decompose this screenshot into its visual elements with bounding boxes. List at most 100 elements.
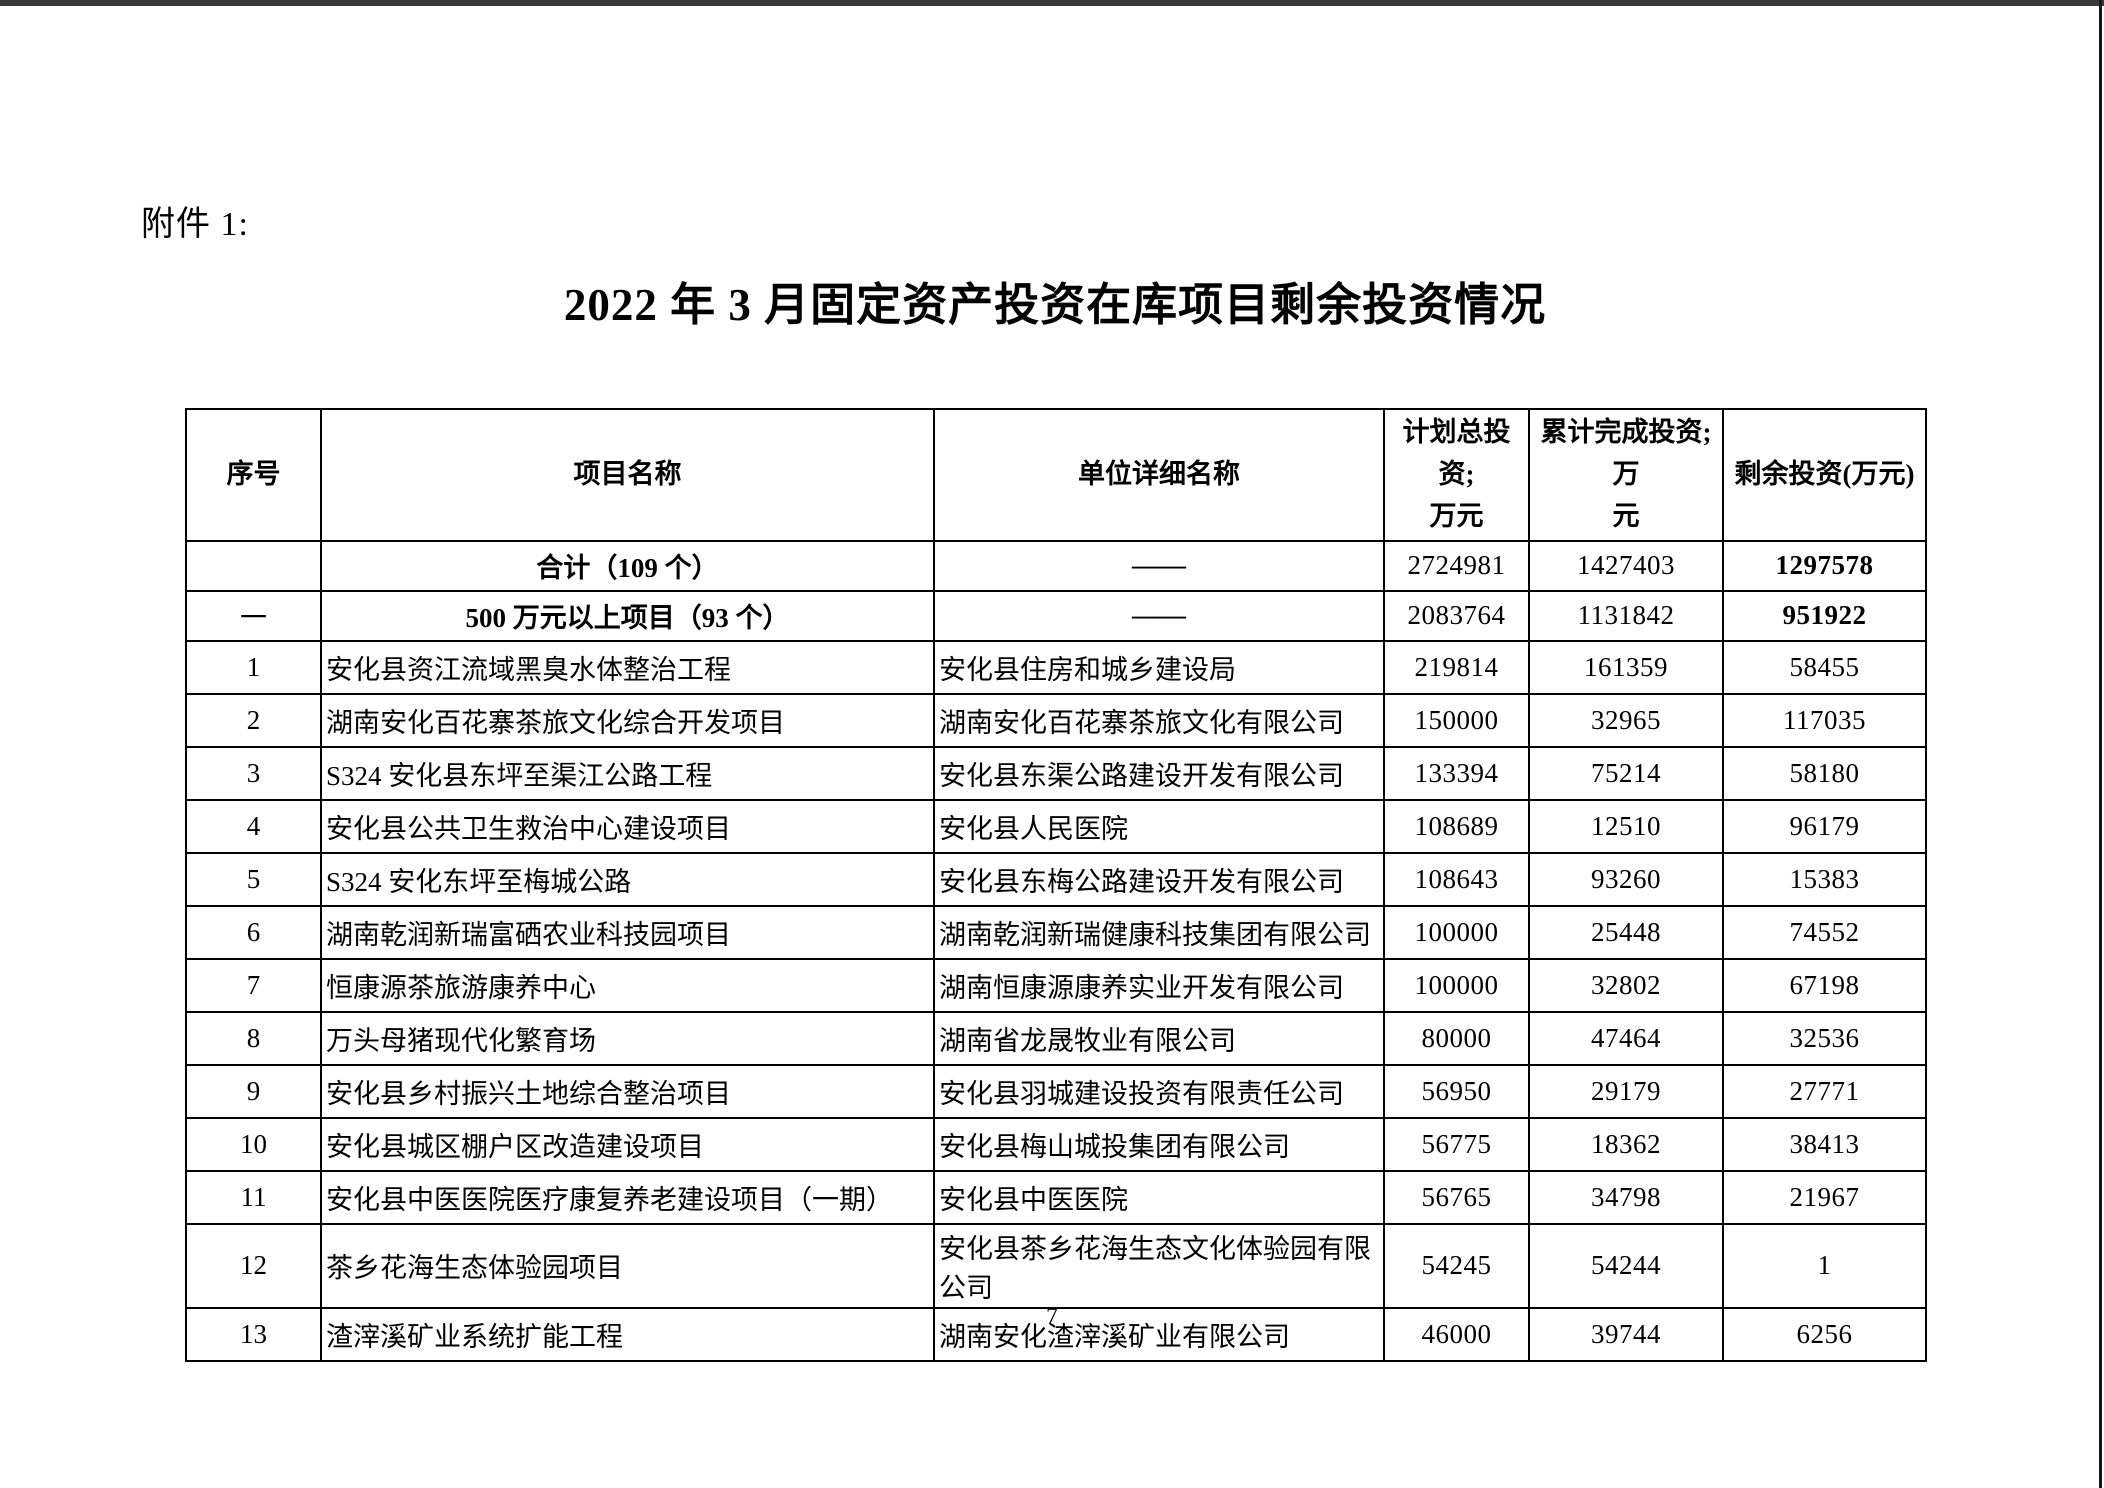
column-header-4: 累计完成投资;万 元: [1528, 408, 1724, 542]
cell-seq: 7: [185, 957, 322, 1013]
cell-name: 安化县资江流域黑臭水体整治工程: [320, 639, 935, 695]
cell-remaining: 117035: [1722, 692, 1927, 748]
cell-remaining: 27771: [1722, 1063, 1927, 1119]
attachment-label: 附件 1:: [141, 206, 249, 243]
cell-name: 安化县中医医院医疗康复养老建设项目（一期）: [320, 1169, 935, 1225]
cell-completed: 12510: [1528, 798, 1724, 854]
cell-planned: 56765: [1383, 1169, 1530, 1225]
cell-unit: 安化县梅山城投集团有限公司: [933, 1116, 1385, 1172]
table-body: 合计（109 个） —— 2724981 1427403 1297578 一 500 万元以…: [185, 539, 1927, 1362]
cell-remaining: 96179: [1722, 798, 1927, 854]
cell-seq: 1: [185, 639, 322, 695]
column-header-3: 计划总投资; 万元: [1383, 408, 1530, 542]
cell-planned: 56775: [1383, 1116, 1530, 1172]
cell-planned: 100000: [1383, 957, 1530, 1013]
cell-planned: 108689: [1383, 798, 1530, 854]
cell-name: 安化县乡村振兴土地综合整治项目: [320, 1063, 935, 1119]
cell-remaining: 21967: [1722, 1169, 1927, 1225]
table-row: 13 渣滓溪矿业系统扩能工程 湖南安化渣滓溪矿业有限公司 46000 39744 6256: [185, 1306, 1927, 1362]
cell-remaining: 67198: [1722, 957, 1927, 1013]
table-row: 1 安化县资江流域黑臭水体整治工程 安化县住房和城乡建设局 219814 161359 5…: [185, 639, 1927, 695]
cell-planned: 219814: [1383, 639, 1530, 695]
cell-name: 合计（109 个）: [320, 539, 935, 592]
column-header-0: 序号: [185, 408, 322, 542]
cell-remaining: 32536: [1722, 1010, 1927, 1066]
cell-unit: ——: [933, 539, 1385, 592]
page-title: 2022 年 3 月固定资产投资在库项目剩余投资情况: [563, 280, 1547, 330]
cell-planned: 133394: [1383, 745, 1530, 801]
cell-seq: 6: [185, 904, 322, 960]
cell-unit: 安化县人民医院: [933, 798, 1385, 854]
cell-remaining: 1: [1722, 1222, 1927, 1309]
cell-planned: 46000: [1383, 1306, 1530, 1362]
cell-seq: 8: [185, 1010, 322, 1066]
cell-name: 安化县城区棚户区改造建设项目: [320, 1116, 935, 1172]
cell-seq: 4: [185, 798, 322, 854]
cell-planned: 54245: [1383, 1222, 1530, 1309]
cell-name: 万头母猪现代化繁育场: [320, 1010, 935, 1066]
cell-completed: 93260: [1528, 851, 1724, 907]
cell-seq: 3: [185, 745, 322, 801]
cell-unit: 安化县羽城建设投资有限责任公司: [933, 1063, 1385, 1119]
cell-seq: 12: [185, 1222, 322, 1309]
cell-seq: 一: [185, 589, 322, 642]
cell-unit: 湖南省龙晟牧业有限公司: [933, 1010, 1385, 1066]
cell-planned: 100000: [1383, 904, 1530, 960]
cell-completed: 39744: [1528, 1306, 1724, 1362]
cell-seq: 5: [185, 851, 322, 907]
cell-completed: 47464: [1528, 1010, 1724, 1066]
cell-planned: 2724981: [1383, 539, 1530, 592]
cell-unit: ——: [933, 589, 1385, 642]
cell-name: 500 万元以上项目（93 个）: [320, 589, 935, 642]
cell-seq: 11: [185, 1169, 322, 1225]
column-header-1: 项目名称: [320, 408, 935, 542]
scan-top-edge: [0, 0, 2104, 6]
table-row: 10 安化县城区棚户区改造建设项目 安化县梅山城投集团有限公司 56775 18362 3…: [185, 1116, 1927, 1172]
table-row: 8 万头母猪现代化繁育场 湖南省龙晟牧业有限公司 80000 47464 32536: [185, 1010, 1927, 1066]
investment-table: 序号 项目名称 单位详细名称 计划总投资; 万元 累计完成投资;万 元剩余投资(万元) …: [185, 408, 1927, 1362]
cell-remaining: 1297578: [1722, 539, 1927, 592]
cell-unit: 安化县茶乡花海生态文化体验园有限公司: [933, 1222, 1385, 1309]
cell-planned: 56950: [1383, 1063, 1530, 1119]
cell-remaining: 58180: [1722, 745, 1927, 801]
table-row: 5 S324 安化东坪至梅城公路 安化县东梅公路建设开发有限公司 108643 9326…: [185, 851, 1927, 907]
page-number: 7: [1046, 1304, 1058, 1330]
cell-completed: 25448: [1528, 904, 1724, 960]
cell-name: 恒康源茶旅游康养中心: [320, 957, 935, 1013]
investment-table-wrapper: 序号 项目名称 单位详细名称 计划总投资; 万元 累计完成投资;万 元剩余投资(万元) …: [185, 408, 1927, 1362]
cell-unit: 湖南安化百花寨茶旅文化有限公司: [933, 692, 1385, 748]
cell-unit: 湖南安化渣滓溪矿业有限公司: [933, 1306, 1385, 1362]
cell-remaining: 58455: [1722, 639, 1927, 695]
cell-unit: 安化县住房和城乡建设局: [933, 639, 1385, 695]
cell-unit: 安化县中医医院: [933, 1169, 1385, 1225]
cell-name: 茶乡花海生态体验园项目: [320, 1222, 935, 1309]
cell-completed: 54244: [1528, 1222, 1724, 1309]
cell-name: 渣滓溪矿业系统扩能工程: [320, 1306, 935, 1362]
table-row: 6 湖南乾润新瑞富硒农业科技园项目 湖南乾润新瑞健康科技集团有限公司 100000 25…: [185, 904, 1927, 960]
cell-unit: 安化县东梅公路建设开发有限公司: [933, 851, 1385, 907]
cell-remaining: 6256: [1722, 1306, 1927, 1362]
table-row: 4 安化县公共卫生救治中心建设项目 安化县人民医院 108689 12510 96179: [185, 798, 1927, 854]
cell-seq: [185, 539, 322, 592]
cell-unit: 湖南恒康源康养实业开发有限公司: [933, 957, 1385, 1013]
cell-unit: 湖南乾润新瑞健康科技集团有限公司: [933, 904, 1385, 960]
cell-name: 湖南安化百花寨茶旅文化综合开发项目: [320, 692, 935, 748]
table-row: 9 安化县乡村振兴土地综合整治项目 安化县羽城建设投资有限责任公司 56950 2917…: [185, 1063, 1927, 1119]
cell-completed: 32965: [1528, 692, 1724, 748]
cell-planned: 108643: [1383, 851, 1530, 907]
scan-right-edge: [2099, 0, 2102, 1488]
cell-name: 安化县公共卫生救治中心建设项目: [320, 798, 935, 854]
table-row: 7 恒康源茶旅游康养中心 湖南恒康源康养实业开发有限公司 100000 32802 671…: [185, 957, 1927, 1013]
cell-completed: 1131842: [1528, 589, 1724, 642]
cell-completed: 29179: [1528, 1063, 1724, 1119]
cell-remaining: 74552: [1722, 904, 1927, 960]
cell-seq: 13: [185, 1306, 322, 1362]
cell-completed: 75214: [1528, 745, 1724, 801]
table-row: 2 湖南安化百花寨茶旅文化综合开发项目 湖南安化百花寨茶旅文化有限公司 150000 3…: [185, 692, 1927, 748]
table-row: 12 茶乡花海生态体验园项目 安化县茶乡花海生态文化体验园有限公司 54245 5424…: [185, 1222, 1927, 1309]
cell-planned: 2083764: [1383, 589, 1530, 642]
cell-planned: 80000: [1383, 1010, 1530, 1066]
cell-completed: 161359: [1528, 639, 1724, 695]
column-header-2: 单位详细名称: [933, 408, 1385, 542]
cell-completed: 34798: [1528, 1169, 1724, 1225]
